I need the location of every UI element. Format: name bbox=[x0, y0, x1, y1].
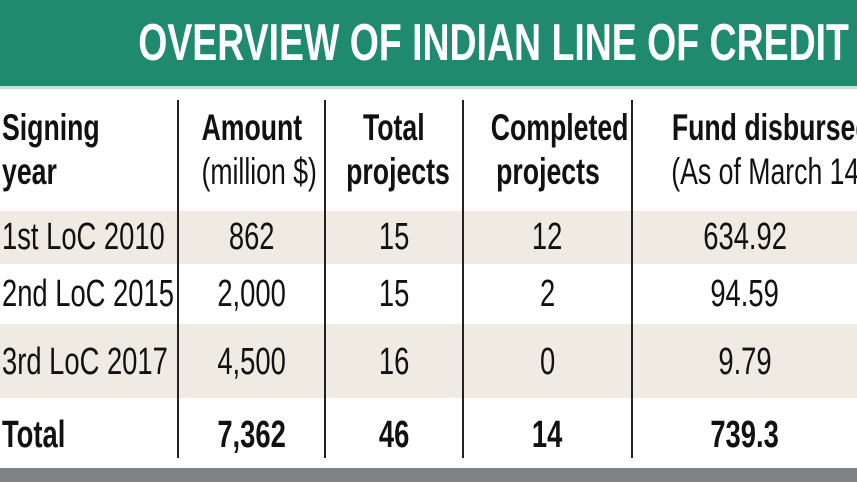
table-cell: 15 bbox=[326, 272, 462, 316]
page-title: OVERVIEW OF INDIAN LINE OF CREDIT bbox=[138, 14, 849, 72]
cell-text: 634.92 bbox=[703, 216, 787, 258]
cell-text: 4,500 bbox=[217, 341, 286, 383]
table-cell: 46 bbox=[326, 413, 462, 457]
table-cell: 94.59 bbox=[633, 272, 857, 316]
cell-text: 0 bbox=[539, 341, 556, 383]
cell-text: 2nd LoC 2015 bbox=[2, 273, 174, 315]
title-banner bbox=[0, 0, 857, 89]
column-divider bbox=[631, 100, 633, 458]
table-cell: 14 bbox=[464, 413, 631, 457]
table-cell: 2nd LoC 2015 bbox=[2, 272, 177, 316]
header-signing-year: Signing year bbox=[2, 107, 100, 192]
cell-text: Total bbox=[2, 414, 66, 456]
cell-text: 16 bbox=[378, 341, 410, 383]
header-total-projects: Total projects bbox=[346, 107, 450, 192]
table-cell: 862 bbox=[179, 215, 324, 259]
table-cell: 1st LoC 2010 bbox=[2, 215, 177, 259]
row-stripe bbox=[0, 324, 857, 398]
table-cell: 7,362 bbox=[179, 413, 324, 457]
cell-text: 1st LoC 2010 bbox=[2, 216, 165, 258]
cell-text: 94.59 bbox=[710, 273, 780, 315]
cell-text: 2 bbox=[539, 273, 556, 315]
table-cell: 739.3 bbox=[633, 413, 857, 457]
footer-bar bbox=[0, 468, 857, 482]
cell-text: 46 bbox=[378, 414, 410, 456]
table-cell: 3rd LoC 2017 bbox=[2, 340, 177, 384]
cell-text: 3rd LoC 2017 bbox=[2, 341, 168, 383]
table-cell: 15 bbox=[326, 215, 462, 259]
table-cell: 16 bbox=[326, 340, 462, 384]
cell-text: 12 bbox=[532, 216, 563, 258]
header-completed-projects: Completed projects bbox=[490, 107, 629, 192]
column-divider bbox=[177, 100, 179, 458]
table-cell: Total bbox=[2, 413, 177, 457]
cell-text: 862 bbox=[228, 216, 275, 258]
cell-text: 2,000 bbox=[217, 273, 286, 315]
header-amount: Amount (million $) bbox=[201, 107, 317, 192]
table-cell: 634.92 bbox=[633, 215, 857, 259]
cell-text: 7,362 bbox=[217, 414, 286, 456]
cell-text: 739.3 bbox=[710, 414, 780, 456]
cell-text: 9.79 bbox=[718, 341, 772, 383]
table-cell: 0 bbox=[464, 340, 631, 384]
table-cell: 12 bbox=[464, 215, 631, 259]
column-divider bbox=[324, 100, 326, 458]
table-cell: 4,500 bbox=[179, 340, 324, 384]
header-fund-disbursed: Fund disbursed (As of March 14) bbox=[671, 107, 857, 192]
cell-text: 15 bbox=[378, 216, 410, 258]
table-cell: 2,000 bbox=[179, 272, 324, 316]
table-cell: 2 bbox=[464, 272, 631, 316]
column-divider bbox=[462, 100, 464, 458]
cell-text: 15 bbox=[378, 273, 410, 315]
row-stripe bbox=[0, 211, 857, 264]
cell-text: 14 bbox=[532, 414, 563, 456]
table-cell: 9.79 bbox=[633, 340, 857, 384]
